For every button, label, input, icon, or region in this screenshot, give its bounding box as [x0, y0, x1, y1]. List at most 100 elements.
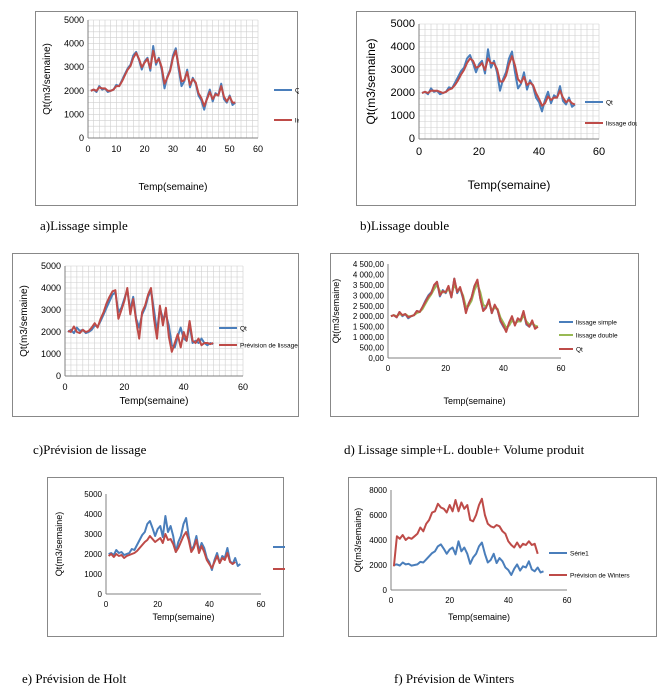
series-line-prevision-de-holt	[107, 531, 236, 569]
y-tick-label: 8000	[369, 486, 387, 495]
legend-label-lissage-double: lissage double	[576, 333, 618, 340]
x-tick-label: 60	[557, 364, 566, 373]
x-axis-title: Temp(semaine)	[468, 178, 551, 192]
x-tick-label: 20	[473, 146, 485, 158]
x-tick-label: 40	[196, 144, 206, 154]
y-tick-label: 0,00	[368, 354, 384, 363]
legend-label-qt: Qt	[606, 100, 613, 107]
chart-panel-holt: 0 1000 2000 3000 4000 5000 0 20 40 60 Temp(semaine…	[47, 477, 285, 637]
y-axis-title: Qt(m3/semaine)	[353, 508, 363, 573]
y-tick-label: 0	[79, 133, 84, 143]
y-axis-title: Qt(m3/semaine)	[364, 38, 378, 124]
y-tick-label: 3000	[64, 62, 84, 72]
x-tick-label: 0	[85, 144, 90, 154]
series-line-lissage-simple	[90, 49, 236, 108]
y-tick-label: 2000	[391, 87, 415, 99]
x-tick-label: 20	[119, 382, 129, 392]
caption-d: d) Lissage simple+L. double+ Volume prod…	[344, 442, 585, 457]
gridlines	[64, 265, 244, 377]
x-tick-label: 20	[153, 600, 162, 609]
y-tick-label: 3000	[41, 305, 61, 315]
y-tick-label: 2000	[64, 86, 84, 96]
y-tick-label: 4 000,00	[353, 270, 385, 279]
y-tick-label: 5000	[391, 18, 415, 30]
legend-label-lissage-double: lissage double	[606, 121, 637, 128]
y-tick-label: 4000	[41, 283, 61, 293]
y-tick-label: 3 000,00	[353, 291, 385, 300]
x-tick-label: 0	[104, 600, 109, 609]
y-tick-label: 3 500,00	[353, 281, 385, 290]
x-tick-label: 30	[168, 144, 178, 154]
y-tick-label: 1000	[391, 110, 415, 122]
x-tick-label: 40	[533, 146, 545, 158]
y-tick-label: 0	[409, 133, 415, 145]
chart-svg: 0 1000 2000 3000 4000 5000 0 20 40 60 Temp(semaine…	[364, 18, 637, 192]
chart-svg: 0 1000 2000 3000 4000 5000 0 20 40 60 Temp(semaine…	[54, 490, 285, 622]
y-tick-label: 1000	[41, 349, 61, 359]
x-tick-label: 60	[593, 146, 605, 158]
caption-b: b)Lissage double	[360, 218, 450, 233]
legend-label-qt: Qt	[240, 326, 247, 333]
x-tick-label: 60	[257, 600, 266, 609]
y-axis-title: Qt(m3/semaine)	[42, 43, 53, 115]
chart-panel-lissage-double: 0 1000 2000 3000 4000 5000 0 20 40 60 Temp(semaine…	[356, 11, 637, 206]
y-tick-label: 2000	[41, 327, 61, 337]
y-tick-label: 1000	[84, 570, 102, 579]
y-tick-label: 4000	[369, 536, 387, 545]
caption-a: a)Lissage simple	[40, 218, 128, 233]
legend-label-serie1: Série1	[570, 551, 589, 558]
x-tick-label: 20	[445, 596, 454, 605]
x-axis-title: Temp(semaine)	[120, 396, 189, 407]
x-tick-label: 60	[238, 382, 248, 392]
legend-label-qt: Qt	[576, 347, 583, 354]
x-axis-title: Temp(semaine)	[139, 182, 208, 193]
y-tick-label: 4000	[64, 39, 84, 49]
x-axis-title: Temp(semaine)	[443, 396, 505, 406]
y-tick-label: 5000	[84, 490, 102, 499]
y-tick-label: 3000	[391, 64, 415, 76]
y-tick-label: 6000	[369, 511, 387, 520]
chart-panel-winters: 0 2000 4000 6000 8000 0 20 40 60 Temp(semaine) Qt(…	[348, 477, 657, 637]
y-tick-label: 0	[383, 586, 388, 595]
x-axis-title: Temp(semaine)	[448, 612, 510, 622]
series-line-serie1	[393, 540, 544, 576]
caption-f: f) Prévision de Winters	[394, 671, 515, 686]
chart-svg: 0 2000 4000 6000 8000 0 20 40 60 Temp(semaine) Qt(…	[353, 486, 630, 622]
x-tick-label: 0	[389, 596, 394, 605]
x-tick-label: 40	[205, 600, 214, 609]
x-tick-label: 60	[563, 596, 572, 605]
x-tick-label: 0	[416, 146, 422, 158]
x-tick-label: 60	[253, 144, 263, 154]
chart-panel-comparaison: 0,00 500,00 1 000,00 1 500,00 2 000,00 2 500,…	[330, 253, 639, 417]
series-line-lissage-double	[421, 55, 576, 107]
y-tick-label: 500,00	[360, 344, 385, 353]
y-tick-label: 2000	[369, 561, 387, 570]
x-tick-label: 10	[111, 144, 121, 154]
legend-label-lissage-simple: lissage simple	[295, 118, 299, 125]
y-tick-label: 5000	[64, 15, 84, 25]
y-tick-label: 0	[56, 371, 61, 381]
y-tick-label: 5000	[41, 261, 61, 271]
y-tick-label: 1000	[64, 109, 84, 119]
y-axis-title: Qt(m3/semaine)	[19, 285, 30, 357]
caption-c: c)Prévision de lissage	[33, 442, 147, 457]
x-tick-label: 0	[62, 382, 67, 392]
x-tick-label: 0	[386, 364, 391, 373]
y-tick-label: 2000	[84, 550, 102, 559]
chart-panel-lissage-simple: 0 1000 2000 3000 4000 5000 0 10 20 30 40 50 60 Temp(s…	[35, 11, 299, 206]
y-tick-label: 2 500,00	[353, 302, 385, 311]
x-axis-title: Temp(semaine)	[152, 612, 214, 622]
chart-svg: 0 1000 2000 3000 4000 5000 0 20 40 60 Temp(semaine…	[19, 261, 298, 407]
y-axis-title: Qt(m3/semaine)	[331, 279, 341, 344]
x-tick-label: 40	[179, 382, 189, 392]
x-tick-label: 40	[499, 364, 508, 373]
y-tick-label: 4000	[84, 510, 102, 519]
gridlines	[418, 23, 600, 140]
legend-label-qt: Qt	[295, 88, 299, 95]
x-tick-label: 50	[225, 144, 235, 154]
chart-panel-prevision-lissage: 0 1000 2000 3000 4000 5000 0 20 40 60 Temp(semaine…	[12, 253, 299, 417]
gridlines	[87, 19, 259, 139]
y-tick-label: 1 000,00	[353, 333, 385, 342]
y-tick-label: 3000	[84, 530, 102, 539]
y-tick-label: 1 500,00	[353, 323, 385, 332]
